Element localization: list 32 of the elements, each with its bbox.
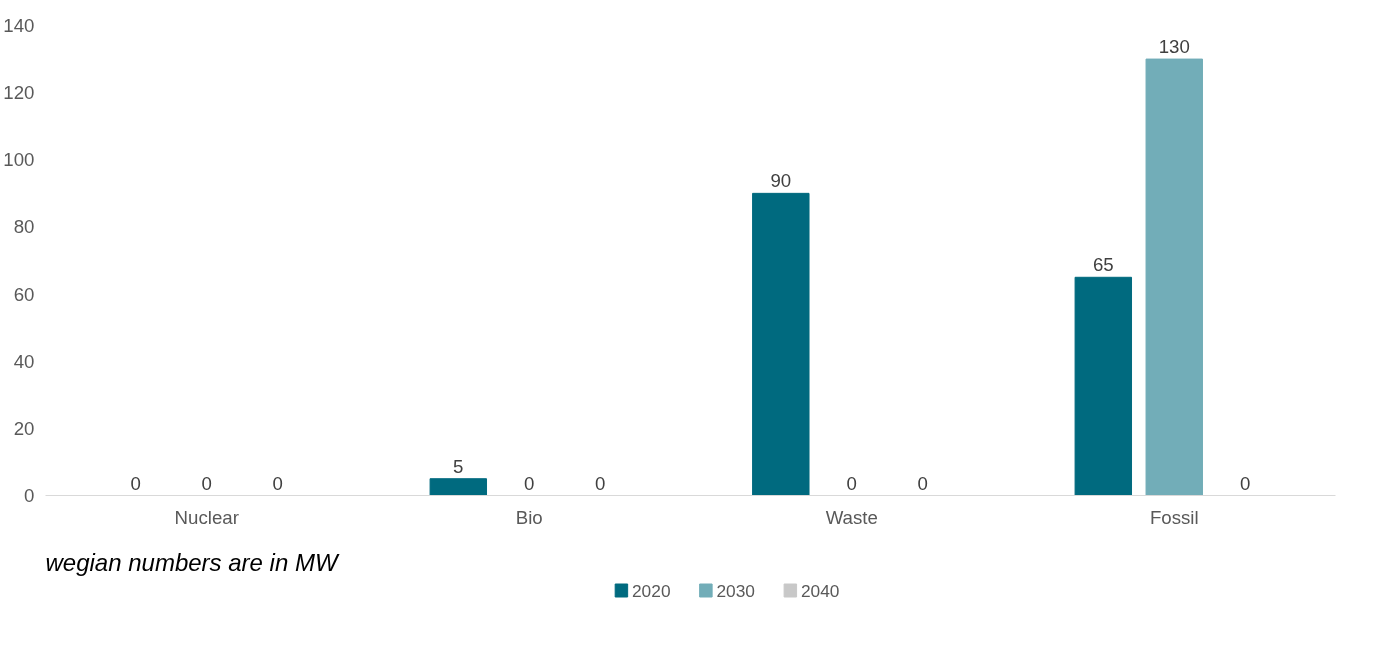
bar bbox=[752, 192, 810, 496]
legend-label: 2040 bbox=[800, 580, 840, 601]
text: wegian numbers are in MW bbox=[45, 548, 340, 576]
y-tick-label: 60 bbox=[13, 283, 35, 305]
data-label: 65 bbox=[1092, 254, 1114, 276]
data-label: 0 bbox=[1240, 472, 1251, 494]
data-label: 130 bbox=[1158, 36, 1190, 58]
y-tick-label: 0 bbox=[24, 485, 35, 506]
x-tick-label: Fossil bbox=[1149, 506, 1199, 528]
x-tick-label: Nuclear bbox=[174, 506, 239, 528]
bar bbox=[429, 478, 488, 496]
y-tick-label: 100 bbox=[3, 149, 35, 171]
y-tick-label: 40 bbox=[13, 350, 35, 372]
legend-label: 2030 bbox=[716, 580, 755, 601]
y-tick-label: 120 bbox=[3, 82, 35, 104]
data-label: 0 bbox=[846, 472, 857, 494]
data-label: 0 bbox=[130, 472, 141, 494]
x-tick-label: Waste bbox=[825, 506, 878, 528]
y-tick-label: 140 bbox=[3, 15, 35, 36]
bar bbox=[1074, 276, 1133, 496]
data-label: 0 bbox=[917, 472, 928, 494]
x-tick-label: Bio bbox=[515, 506, 543, 528]
data-label: 90 bbox=[770, 170, 792, 192]
y-tick-label: 20 bbox=[13, 417, 35, 439]
data-label: 0 bbox=[595, 472, 606, 494]
data-label: 0 bbox=[524, 472, 535, 494]
bar bbox=[1145, 58, 1203, 496]
data-label: 5 bbox=[453, 455, 464, 477]
y-tick-label: 80 bbox=[13, 216, 35, 238]
data-label: 0 bbox=[272, 472, 283, 494]
data-label: 0 bbox=[201, 472, 212, 494]
legend-label: 2020 bbox=[631, 580, 671, 601]
